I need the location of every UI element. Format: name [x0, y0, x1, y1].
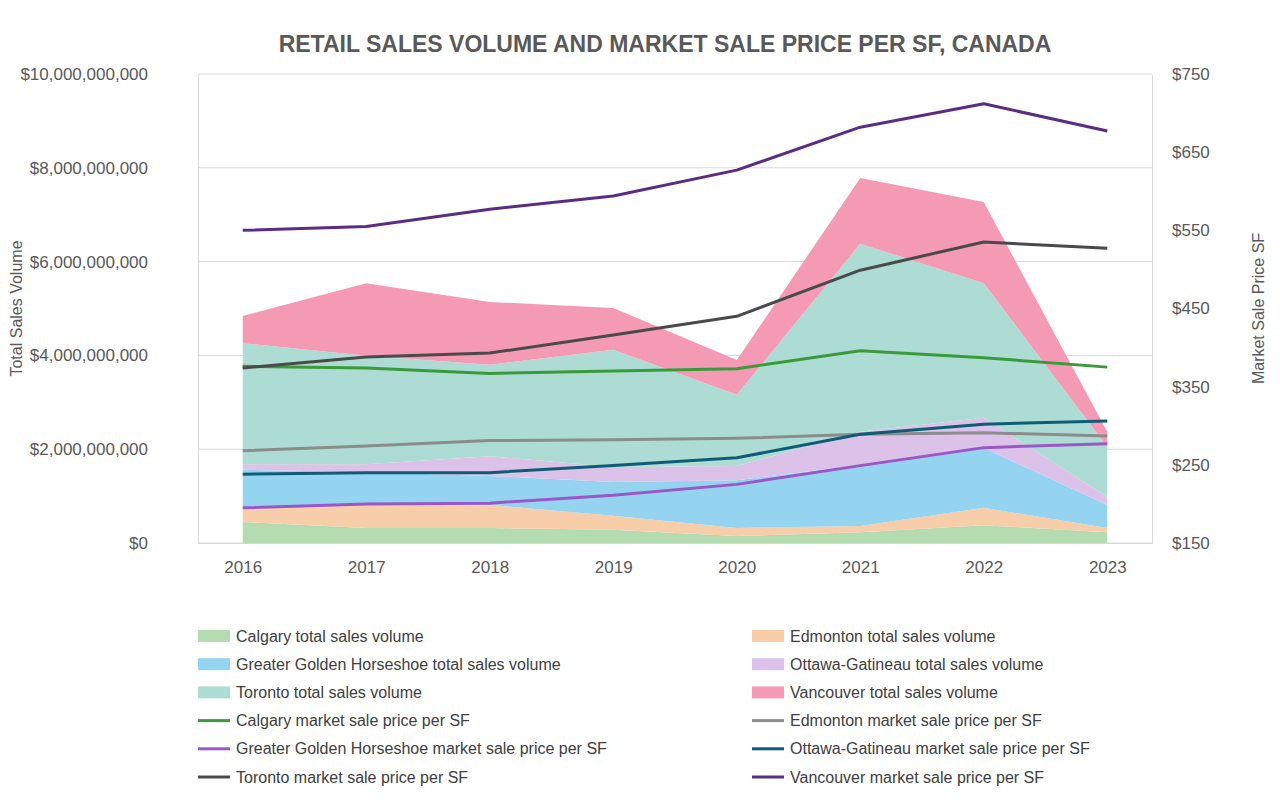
tick-label: 2021: [842, 558, 880, 577]
tick: 2017: [348, 543, 386, 577]
tick-label: $10,000,000,000: [20, 65, 148, 84]
legend-label: Edmonton market sale price per SF: [790, 712, 1042, 729]
line: [243, 104, 1108, 231]
legend-label: Toronto total sales volume: [236, 684, 422, 701]
tick-label: 2016: [224, 558, 262, 577]
tick: $550: [1152, 221, 1210, 240]
legend-label: Calgary total sales volume: [236, 628, 424, 645]
tick-label: $6,000,000,000: [30, 253, 148, 272]
legend-label: Vancouver market sale price per SF: [790, 769, 1044, 786]
tick-label: 2023: [1089, 558, 1127, 577]
tick: 2023: [1089, 543, 1127, 577]
y2-axis-title: Market Sale Price SF: [1250, 233, 1267, 384]
legend: Calgary total sales volume Edmonton total…: [198, 628, 1090, 786]
legend-label: Calgary market sale price per SF: [236, 712, 470, 729]
line: [243, 351, 1108, 374]
tick-label: $0: [129, 534, 148, 553]
legend-swatch: [752, 747, 784, 750]
tick-label: $650: [1172, 143, 1210, 162]
grid-line: [198, 74, 1152, 75]
axis-line: [198, 75, 199, 544]
plot-area: [243, 104, 1108, 543]
legend-swatch: [752, 630, 784, 642]
tick: $350: [1152, 378, 1210, 397]
legend-label: Greater Golden Horseshoe market sale pri…: [236, 740, 607, 757]
legend-swatch: [198, 776, 230, 779]
y2-axis: $150 $250 $350 $450 $550 $650 $750: [1152, 65, 1210, 553]
x-axis: 2016 2017 2018 2019 2020 2021 2022 2023: [199, 543, 1153, 577]
legend-label: Ottawa-Gatineau market sale price per SF: [790, 740, 1090, 757]
tick: $2,000,000,000: [30, 440, 198, 459]
grid: [198, 74, 1152, 543]
axis-line: [199, 543, 1153, 544]
area: [243, 244, 1108, 497]
line: [243, 444, 1108, 508]
tick-label: $350: [1172, 378, 1210, 397]
chart: $0 $2,000,000,000 $4,000,000,000 $6,000,000…: [0, 0, 1280, 811]
y-axis: $0 $2,000,000,000 $4,000,000,000 $6,000,000…: [20, 65, 198, 553]
tick-label: $750: [1172, 65, 1210, 84]
tick-label: 2020: [718, 558, 756, 577]
line: [243, 242, 1108, 368]
legend-swatch: [752, 719, 784, 722]
legend-label: Ottawa-Gatineau total sales volume: [790, 656, 1044, 673]
tick: $650: [1152, 143, 1210, 162]
legend-label: Edmonton total sales volume: [790, 628, 996, 645]
legend-swatch: [198, 630, 230, 642]
legend-swatch: [752, 658, 784, 670]
tick: $6,000,000,000: [30, 253, 198, 272]
tick-label: $8,000,000,000: [30, 159, 148, 178]
tick-label: 2018: [471, 558, 509, 577]
title: RETAIL SALES VOLUME AND MARKET SALE PRIC…: [279, 31, 1052, 57]
tick: $4,000,000,000: [30, 346, 198, 365]
tick: $8,000,000,000: [30, 159, 198, 178]
tick: $250: [1152, 456, 1210, 475]
tick-label: 2022: [965, 558, 1003, 577]
tick-label: $2,000,000,000: [30, 440, 148, 459]
tick-label: $4,000,000,000: [30, 346, 148, 365]
line: [243, 421, 1108, 474]
axis-line: [1152, 75, 1153, 544]
legend-swatch: [198, 658, 230, 670]
tick-label: $250: [1172, 456, 1210, 475]
background: [0, 0, 1280, 811]
tick: $0: [129, 534, 198, 553]
tick: $10,000,000,000: [20, 65, 198, 84]
tick-label: $550: [1172, 221, 1210, 240]
tick: $750: [1152, 65, 1210, 84]
legend-swatch: [752, 686, 784, 698]
legend-label: Greater Golden Horseshoe total sales vol…: [236, 656, 561, 673]
tick-label: 2017: [348, 558, 386, 577]
y-axis-title: Total Sales Volume: [8, 240, 25, 376]
legend-swatch: [198, 719, 230, 722]
tick: 2016: [224, 543, 262, 577]
legend-label: Toronto market sale price per SF: [236, 769, 468, 786]
tick: 2020: [718, 543, 756, 577]
legend-swatch: [752, 776, 784, 779]
tick-label: 2019: [595, 558, 633, 577]
legend-label: Vancouver total sales volume: [790, 684, 998, 701]
tick: 2022: [965, 543, 1003, 577]
tick: 2021: [842, 543, 880, 577]
tick-label: $450: [1172, 299, 1210, 318]
legend-swatch: [198, 686, 230, 698]
tick-label: $150: [1172, 534, 1210, 553]
tick: 2018: [471, 543, 509, 577]
legend-swatch: [198, 747, 230, 750]
tick: 2019: [595, 543, 633, 577]
tick: $450: [1152, 299, 1210, 318]
tick: $150: [1152, 534, 1210, 553]
grid-line: [198, 167, 1152, 168]
area: [243, 178, 1108, 447]
